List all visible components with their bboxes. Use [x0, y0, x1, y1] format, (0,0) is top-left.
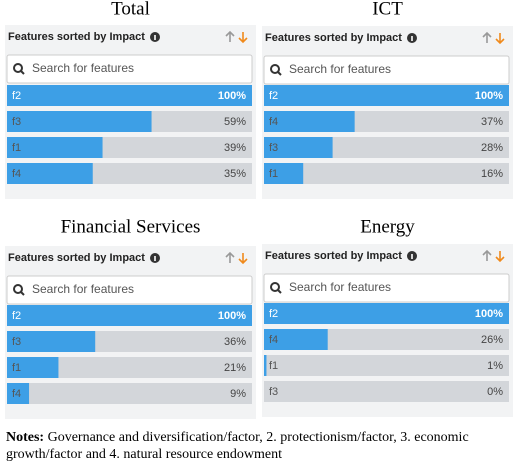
sort-up-icon — [482, 31, 492, 43]
chart-title: Total — [111, 0, 150, 19]
bar — [7, 85, 252, 106]
bar-track — [264, 355, 509, 376]
search-placeholder: Search for features — [32, 282, 134, 296]
search-placeholder: Search for features — [289, 280, 391, 294]
value-label: 100% — [475, 308, 503, 320]
value-label: 9% — [230, 388, 246, 400]
value-label: 21% — [224, 362, 246, 374]
notes: Notes: Governance and diversification/fa… — [6, 429, 511, 463]
search-icon-handle — [20, 291, 25, 296]
value-label: 28% — [481, 142, 503, 154]
bar — [7, 383, 30, 404]
value-label: 100% — [218, 90, 246, 102]
panel-header: Features sorted by Impact — [265, 32, 402, 44]
category-label: f3 — [12, 336, 21, 348]
bar-track — [7, 357, 252, 378]
bar-track — [7, 383, 252, 404]
bar-track — [264, 163, 509, 184]
category-label: f2 — [269, 308, 278, 320]
category-label: f1 — [12, 142, 21, 154]
value-label: 35% — [224, 168, 246, 180]
value-label: 36% — [224, 336, 246, 348]
panel-header: Features sorted by Impact — [8, 31, 145, 43]
search-box — [6, 275, 253, 305]
bar — [264, 355, 267, 376]
sort-down-icon — [495, 33, 505, 45]
search-icon — [270, 282, 280, 292]
chart-title: ICT — [372, 0, 403, 19]
value-label: 100% — [475, 90, 503, 102]
sort-up-icon — [482, 249, 492, 261]
category-label: f2 — [12, 310, 21, 322]
category-label: f3 — [269, 142, 278, 154]
bar — [264, 303, 509, 324]
chart-title: Financial Services — [61, 216, 201, 237]
search-icon — [13, 63, 23, 73]
category-label: f4 — [12, 388, 21, 400]
search-box — [6, 54, 253, 84]
panel-header: Features sorted by Impact — [265, 250, 402, 262]
search-icon-handle — [277, 289, 282, 294]
search-icon-handle — [277, 71, 282, 76]
search-icon — [270, 64, 280, 74]
bar — [264, 137, 333, 158]
category-label: f2 — [12, 90, 21, 102]
sort-up-icon — [225, 251, 235, 263]
value-label: 39% — [224, 142, 246, 154]
chart-title: Energy — [360, 216, 415, 237]
sort-down-icon — [495, 251, 505, 263]
category-label: f4 — [12, 168, 21, 180]
search-icon-handle — [20, 70, 25, 75]
category-label: f3 — [269, 386, 278, 398]
bar — [264, 85, 509, 106]
notes-label: Notes: — [6, 430, 45, 445]
search-placeholder: Search for features — [289, 62, 391, 76]
bar — [7, 357, 59, 378]
value-label: 59% — [224, 116, 246, 128]
search-placeholder: Search for features — [32, 61, 134, 75]
bar — [7, 305, 252, 326]
category-label: f3 — [12, 116, 21, 128]
bar — [264, 163, 304, 184]
category-label: f4 — [269, 116, 278, 128]
category-label: f1 — [269, 168, 278, 180]
sort-down-icon — [238, 32, 248, 44]
search-box — [263, 273, 510, 303]
figure: Total Features sorted by Impact Search for… — [5, 0, 513, 419]
value-label: 0% — [487, 386, 503, 398]
value-label: 1% — [487, 360, 503, 372]
category-label: f2 — [269, 90, 278, 102]
info-dot — [154, 35, 156, 40]
notes-text: Governance and diversification/factor, 2… — [6, 430, 469, 462]
bar — [7, 331, 96, 352]
bar — [7, 111, 152, 132]
bar — [7, 137, 103, 158]
search-box — [263, 55, 510, 85]
info-dot — [154, 256, 156, 261]
category-label: f1 — [12, 362, 21, 374]
info-dot — [411, 36, 413, 41]
bar-track — [264, 381, 509, 402]
bar — [264, 329, 328, 350]
category-label: f4 — [269, 334, 278, 346]
category-label: f1 — [269, 360, 278, 372]
value-label: 100% — [218, 310, 246, 322]
info-dot — [411, 254, 413, 259]
bar — [264, 111, 355, 132]
search-icon — [13, 284, 23, 294]
sort-up-icon — [225, 30, 235, 42]
value-label: 26% — [481, 334, 503, 346]
value-label: 37% — [481, 116, 503, 128]
sort-down-icon — [238, 253, 248, 265]
panel-header: Features sorted by Impact — [8, 252, 145, 264]
value-label: 16% — [481, 168, 503, 180]
bar — [7, 163, 93, 184]
